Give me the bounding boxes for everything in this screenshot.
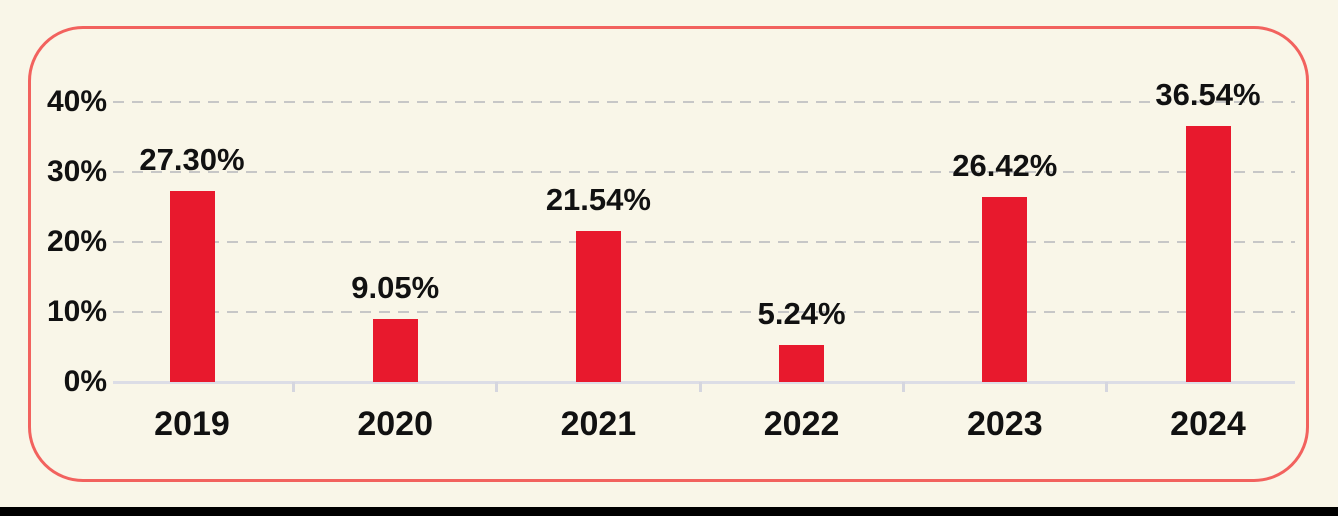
x-axis-label-2019: 2019 xyxy=(154,405,230,443)
x-axis-label-2021: 2021 xyxy=(560,405,637,443)
y-axis-label-40%: 40% xyxy=(46,85,107,118)
x-axis-line xyxy=(113,381,1295,384)
y-axis-label-10%: 10% xyxy=(46,295,107,328)
x-axis-tick xyxy=(1104,382,1108,392)
x-axis-label-2020: 2020 xyxy=(357,405,433,443)
gridline-20% xyxy=(113,241,1295,243)
bar-value-label-2022: 5.24% xyxy=(757,296,846,331)
bottom-black-band xyxy=(0,507,1338,516)
x-axis-tick xyxy=(292,382,296,392)
bar-value-label-2023: 26.42% xyxy=(952,148,1058,183)
gridline-10% xyxy=(113,311,1295,313)
y-axis-label-0%: 0% xyxy=(63,365,107,398)
bar-2023 xyxy=(982,197,1028,382)
x-axis-label-2023: 2023 xyxy=(966,405,1043,443)
y-axis-label-20%: 20% xyxy=(46,225,107,258)
x-axis-label-2022: 2022 xyxy=(763,405,840,443)
chart-card-border xyxy=(28,26,1309,482)
bar-2022 xyxy=(779,345,825,382)
bar-value-label-2021: 21.54% xyxy=(545,182,651,217)
bar-value-label-2024: 36.54% xyxy=(1155,77,1261,112)
x-axis-tick xyxy=(698,382,702,392)
y-axis-label-30%: 30% xyxy=(46,155,107,188)
gridline-40% xyxy=(113,101,1295,103)
bar-2020 xyxy=(372,319,418,382)
bar-2019 xyxy=(169,191,215,382)
x-axis-label-2024: 2024 xyxy=(1170,405,1246,443)
bar-value-label-2019: 27.30% xyxy=(139,142,245,177)
x-axis-tick xyxy=(901,382,905,392)
bar-value-label-2020: 9.05% xyxy=(351,270,440,305)
bar-2021 xyxy=(575,231,621,382)
gridline-30% xyxy=(113,171,1295,173)
bar-2024 xyxy=(1185,126,1231,382)
x-axis-tick xyxy=(495,382,499,392)
